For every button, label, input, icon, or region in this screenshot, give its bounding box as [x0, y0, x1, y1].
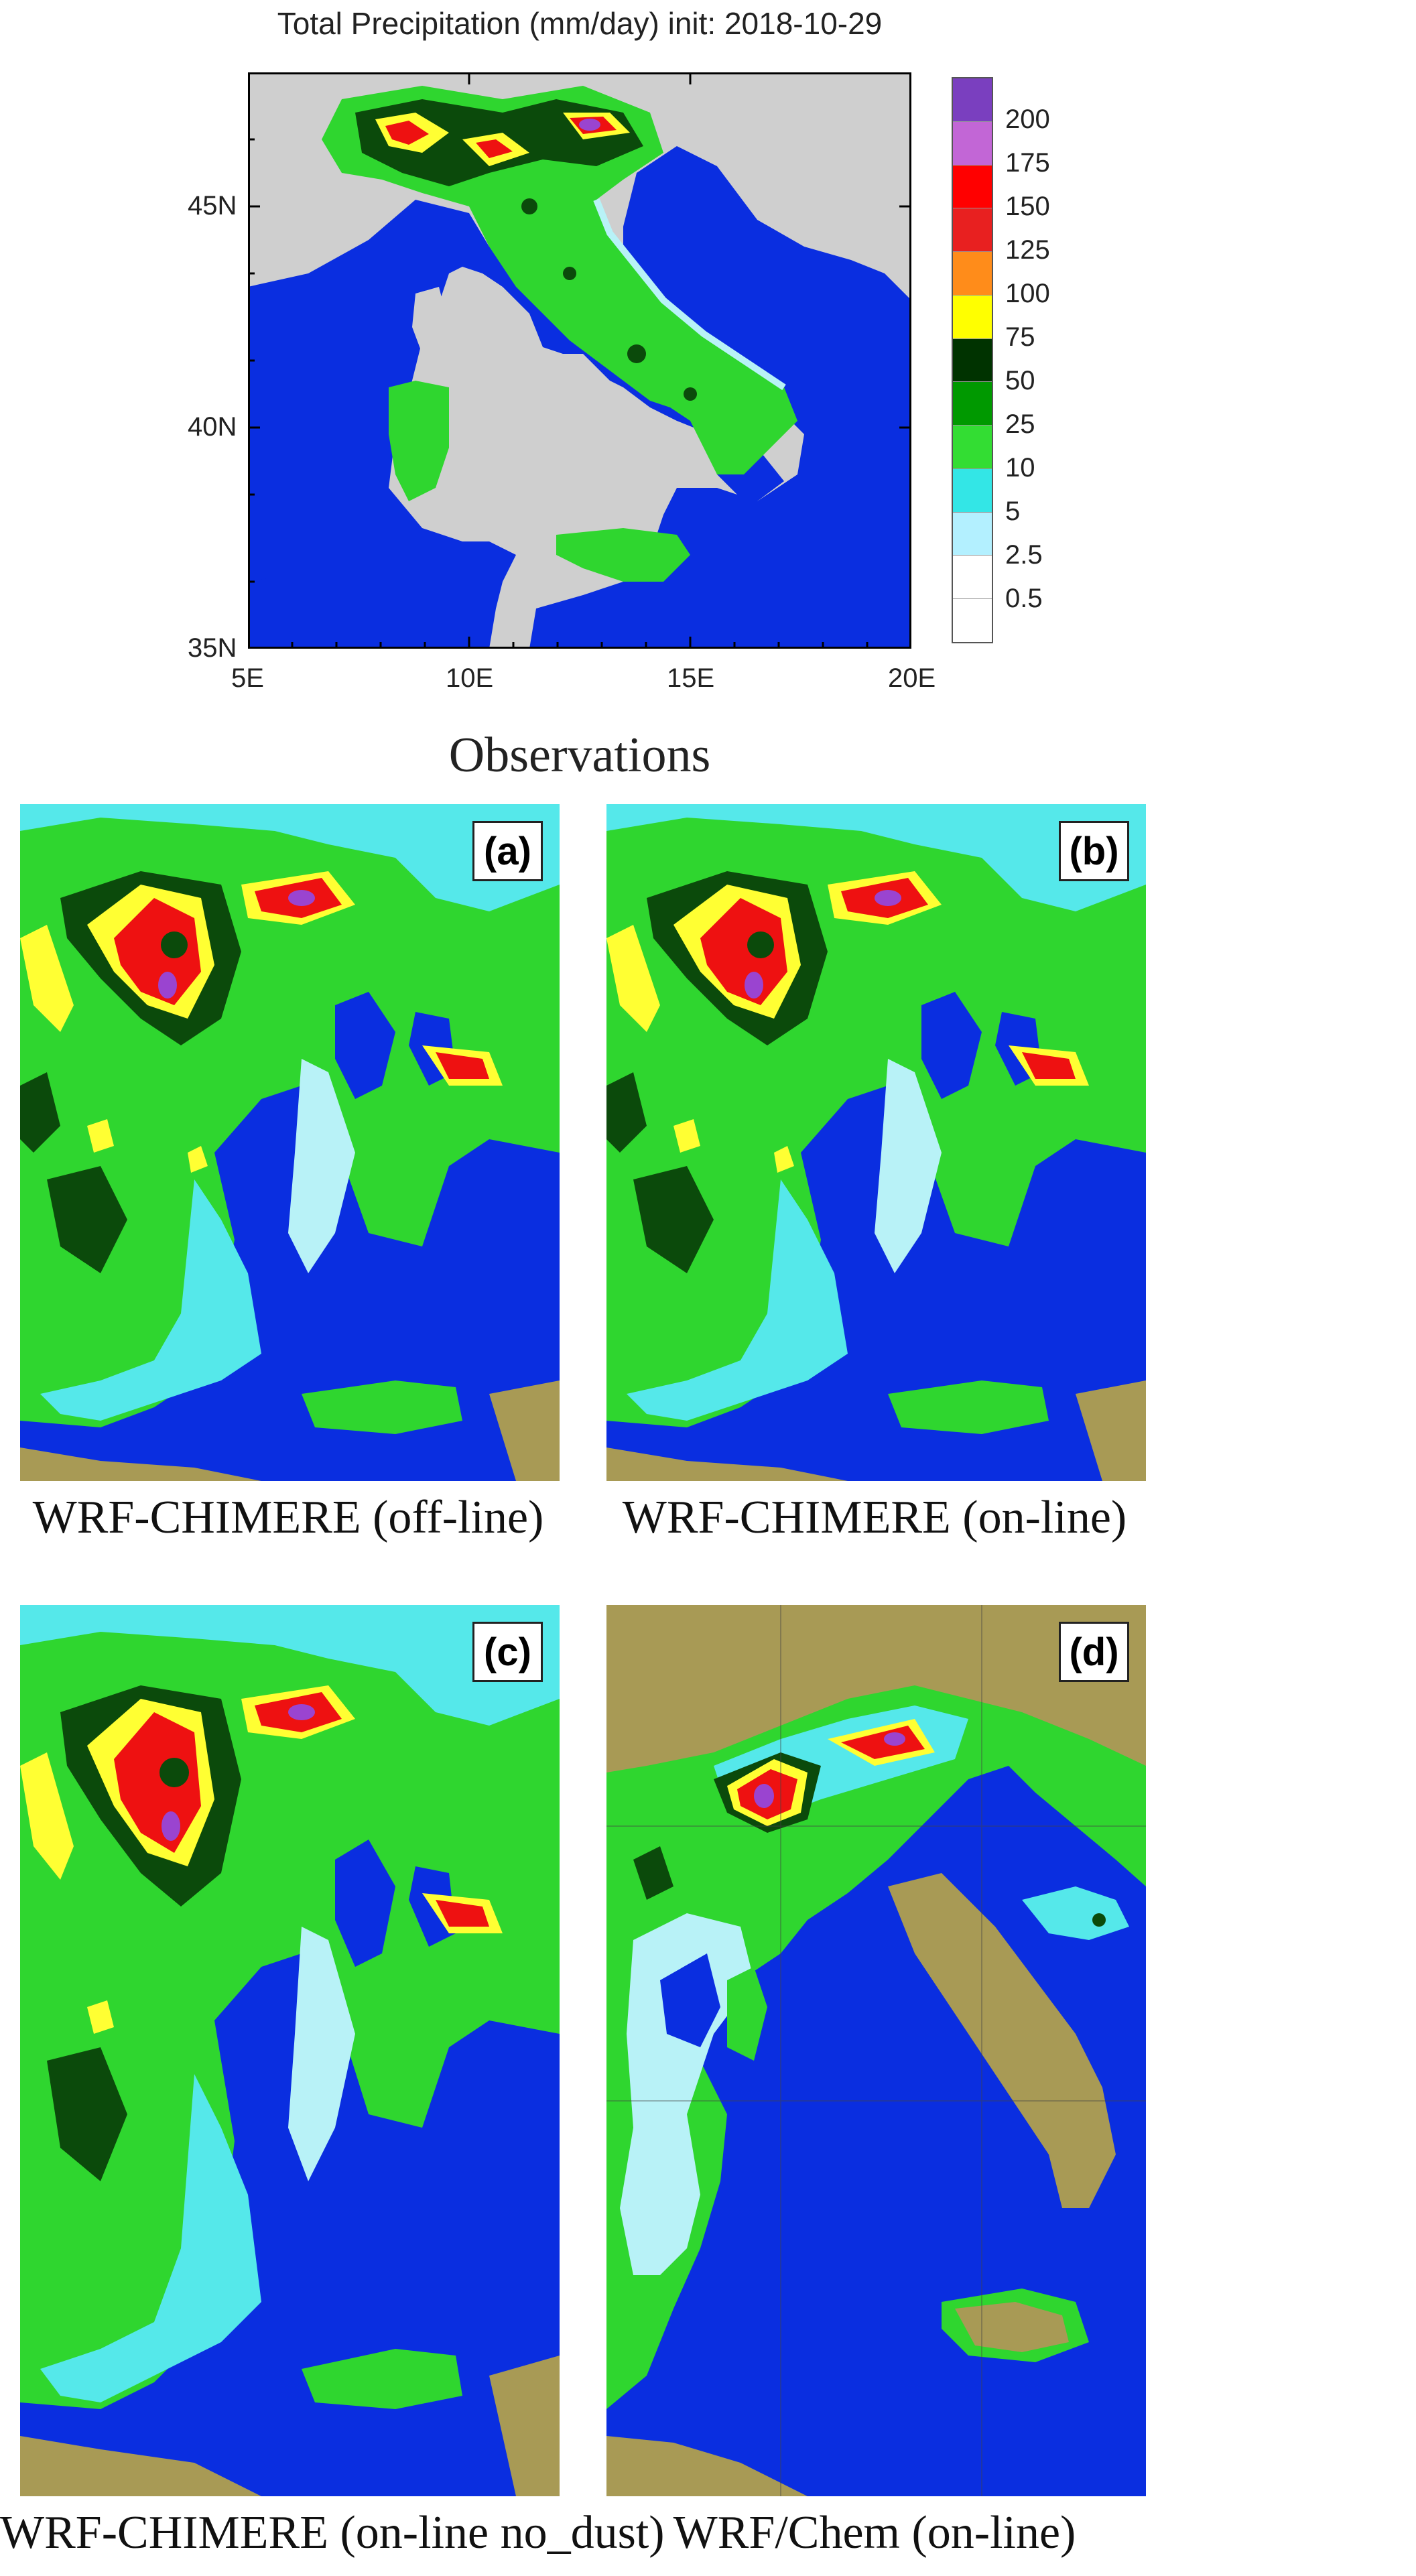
- lon-label-5e: 5E: [231, 663, 264, 693]
- rain-patch: [627, 344, 646, 363]
- panel-d-svg: [606, 1605, 1146, 2496]
- lat-label-45n: 45N: [188, 191, 237, 220]
- panel-b-caption: WRF-CHIMERE (on-line): [622, 1492, 1127, 1543]
- sicily: [556, 528, 690, 582]
- colorbar-label: 10: [1005, 453, 1035, 482]
- rain-patch: [684, 387, 697, 401]
- panel-c-caption: WRF-CHIMERE (on-line no_dust): [0, 2507, 665, 2559]
- colorbar-swatch: [953, 598, 992, 642]
- colorbar-label: 125: [1005, 235, 1050, 265]
- colorbar-swatch: [953, 294, 992, 338]
- colorbar-swatches: [953, 78, 992, 642]
- colorbar-label: 150: [1005, 192, 1050, 221]
- west-sea: [248, 555, 462, 649]
- panel-b-badge: (b): [1059, 821, 1129, 881]
- panel-a-caption: WRF-CHIMERE (off-line): [32, 1492, 544, 1543]
- coast-light-rain: [593, 198, 786, 391]
- sardinia: [389, 381, 449, 501]
- colorbar-label: 75: [1005, 322, 1035, 352]
- panel-c-badge: (c): [472, 1622, 543, 1682]
- colorbar-swatch: [953, 164, 992, 208]
- alps-yellow: [375, 113, 630, 166]
- lat-label-35n: 35N: [188, 633, 237, 663]
- panel-b-svg: [606, 804, 1146, 1481]
- rain-patch: [563, 267, 576, 280]
- panel-d-map: [606, 1605, 1146, 2496]
- axis-ticks: [248, 72, 911, 649]
- colorbar-swatch: [953, 468, 992, 512]
- panel-a-map: [20, 804, 560, 1481]
- map-title: Total Precipitation (mm/day) init: 2018-…: [277, 6, 883, 41]
- corsica: [412, 287, 449, 367]
- colorbar-swatch: [953, 425, 992, 468]
- lon-label-10e: 10E: [446, 663, 494, 693]
- alps-purple-core: [579, 119, 600, 131]
- panel-a-badge: (a): [472, 821, 543, 881]
- colorbar-swatch: [953, 251, 992, 295]
- panel-d-caption: WRF/Chem (on-line): [673, 2507, 1076, 2559]
- observations-map-svg: [248, 72, 911, 649]
- panel-a-svg: [20, 804, 560, 1481]
- lat-label-40n: 40N: [188, 412, 237, 442]
- panel-c-map: [20, 1605, 560, 2496]
- panel-b-map: [606, 804, 1146, 1481]
- lon-label-20e: 20E: [888, 663, 936, 693]
- panel-c-svg: [20, 1605, 560, 2496]
- panel-d-badge: (d): [1059, 1622, 1129, 1682]
- colorbar-label: 2.5: [1005, 540, 1043, 570]
- colorbar-swatch: [953, 555, 992, 599]
- colorbar-label: 5: [1005, 497, 1021, 526]
- colorbar-label: 100: [1005, 279, 1050, 308]
- colorbar-label: 0.5: [1005, 584, 1043, 613]
- rain-patch: [521, 198, 537, 214]
- colorbar: [952, 77, 993, 643]
- colorbar-swatch: [953, 381, 992, 426]
- lon-label-15e: 15E: [667, 663, 715, 693]
- colorbar-swatch: [953, 511, 992, 556]
- colorbar-label: 175: [1005, 148, 1050, 178]
- sea-area: [248, 200, 784, 649]
- colorbar-label: 25: [1005, 409, 1035, 439]
- colorbar-swatch: [953, 121, 992, 165]
- observations-map: [248, 72, 911, 649]
- colorbar-label: 200: [1005, 105, 1050, 134]
- colorbar-label: 50: [1005, 366, 1035, 395]
- colorbar-swatch: [953, 338, 992, 382]
- colorbar-swatch: [953, 208, 992, 252]
- colorbar-swatch: [953, 78, 992, 121]
- observations-caption: Observations: [448, 728, 711, 783]
